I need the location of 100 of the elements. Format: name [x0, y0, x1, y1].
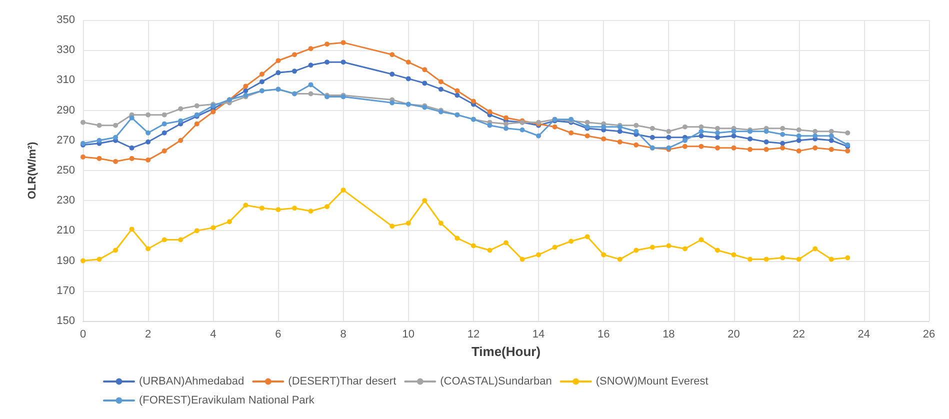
y-tick-label: 210	[56, 224, 75, 237]
point	[731, 133, 736, 138]
point	[96, 138, 102, 143]
point	[308, 62, 314, 68]
point	[80, 258, 86, 264]
legend-label: (SNOW)Mount Everest	[596, 376, 708, 388]
point	[259, 79, 264, 84]
point	[178, 237, 184, 242]
point	[113, 248, 118, 253]
point	[340, 60, 346, 65]
x-tick-label: 4	[210, 328, 216, 340]
point	[650, 244, 655, 250]
point	[715, 248, 720, 253]
point	[764, 146, 769, 152]
point	[780, 126, 786, 131]
point	[828, 128, 834, 134]
point	[162, 130, 167, 136]
point	[454, 92, 460, 98]
point	[715, 134, 720, 140]
point	[504, 126, 508, 131]
point	[487, 248, 492, 253]
x-tick-label: 0	[80, 328, 86, 340]
point	[682, 144, 688, 149]
point	[308, 46, 314, 52]
point	[617, 128, 622, 134]
point	[634, 122, 639, 128]
point	[162, 121, 167, 126]
point	[584, 120, 590, 125]
point	[146, 157, 151, 162]
point	[812, 133, 818, 138]
point	[390, 72, 395, 77]
point	[487, 122, 492, 128]
point	[259, 72, 264, 77]
point	[243, 88, 248, 94]
point	[226, 219, 232, 224]
point	[634, 248, 639, 253]
point	[698, 124, 704, 130]
point	[340, 188, 346, 193]
point	[796, 148, 802, 154]
point	[438, 220, 444, 226]
point	[780, 140, 786, 146]
x-tick-label: 14	[532, 328, 545, 340]
point	[828, 138, 834, 143]
point	[536, 133, 542, 138]
point	[812, 128, 818, 134]
x-tick-label: 8	[340, 328, 346, 340]
point	[454, 236, 460, 241]
y-tick-label: 190	[56, 254, 75, 267]
point	[584, 133, 590, 138]
point	[812, 246, 818, 252]
point	[243, 202, 248, 208]
x-tick-label: 22	[792, 328, 805, 340]
x-tick-label: 24	[858, 328, 870, 340]
x-tick-label: 10	[402, 328, 415, 340]
point	[504, 121, 508, 126]
point	[584, 234, 590, 240]
point	[666, 128, 672, 134]
x-axis-title: Time(Hour)	[471, 344, 541, 359]
point	[552, 244, 558, 250]
point	[259, 206, 264, 211]
point	[617, 139, 622, 144]
point	[96, 122, 102, 128]
point	[324, 42, 330, 47]
point	[780, 132, 786, 137]
y-tick-label: 230	[56, 194, 75, 207]
point	[845, 130, 850, 136]
x-tick-label: 2	[145, 328, 152, 340]
point	[601, 124, 606, 130]
y-tick-label: 310	[56, 74, 75, 86]
point	[146, 130, 151, 136]
y-tick-label: 150	[56, 315, 75, 327]
point	[390, 52, 395, 58]
y-tick-label: 250	[56, 164, 75, 176]
point	[764, 256, 769, 262]
point	[422, 198, 428, 204]
point	[96, 156, 102, 161]
point	[487, 109, 492, 114]
point	[666, 243, 672, 248]
point	[520, 127, 525, 132]
point	[178, 118, 184, 124]
point	[731, 128, 736, 134]
point	[520, 256, 525, 262]
point	[146, 112, 151, 118]
point	[634, 128, 639, 134]
x-tick-label: 16	[597, 328, 610, 340]
point	[568, 238, 574, 244]
y-tick-label: 270	[56, 134, 75, 146]
point	[504, 115, 508, 120]
point	[601, 252, 606, 258]
y-tick-label: 290	[56, 104, 75, 116]
point	[828, 133, 834, 138]
y-tick-label: 350	[56, 14, 75, 26]
point	[390, 100, 395, 106]
x-tick-label: 26	[922, 328, 936, 340]
point	[178, 106, 184, 112]
point	[390, 224, 395, 229]
point	[113, 134, 118, 140]
point	[276, 207, 281, 212]
point	[308, 91, 314, 96]
point	[96, 256, 102, 262]
